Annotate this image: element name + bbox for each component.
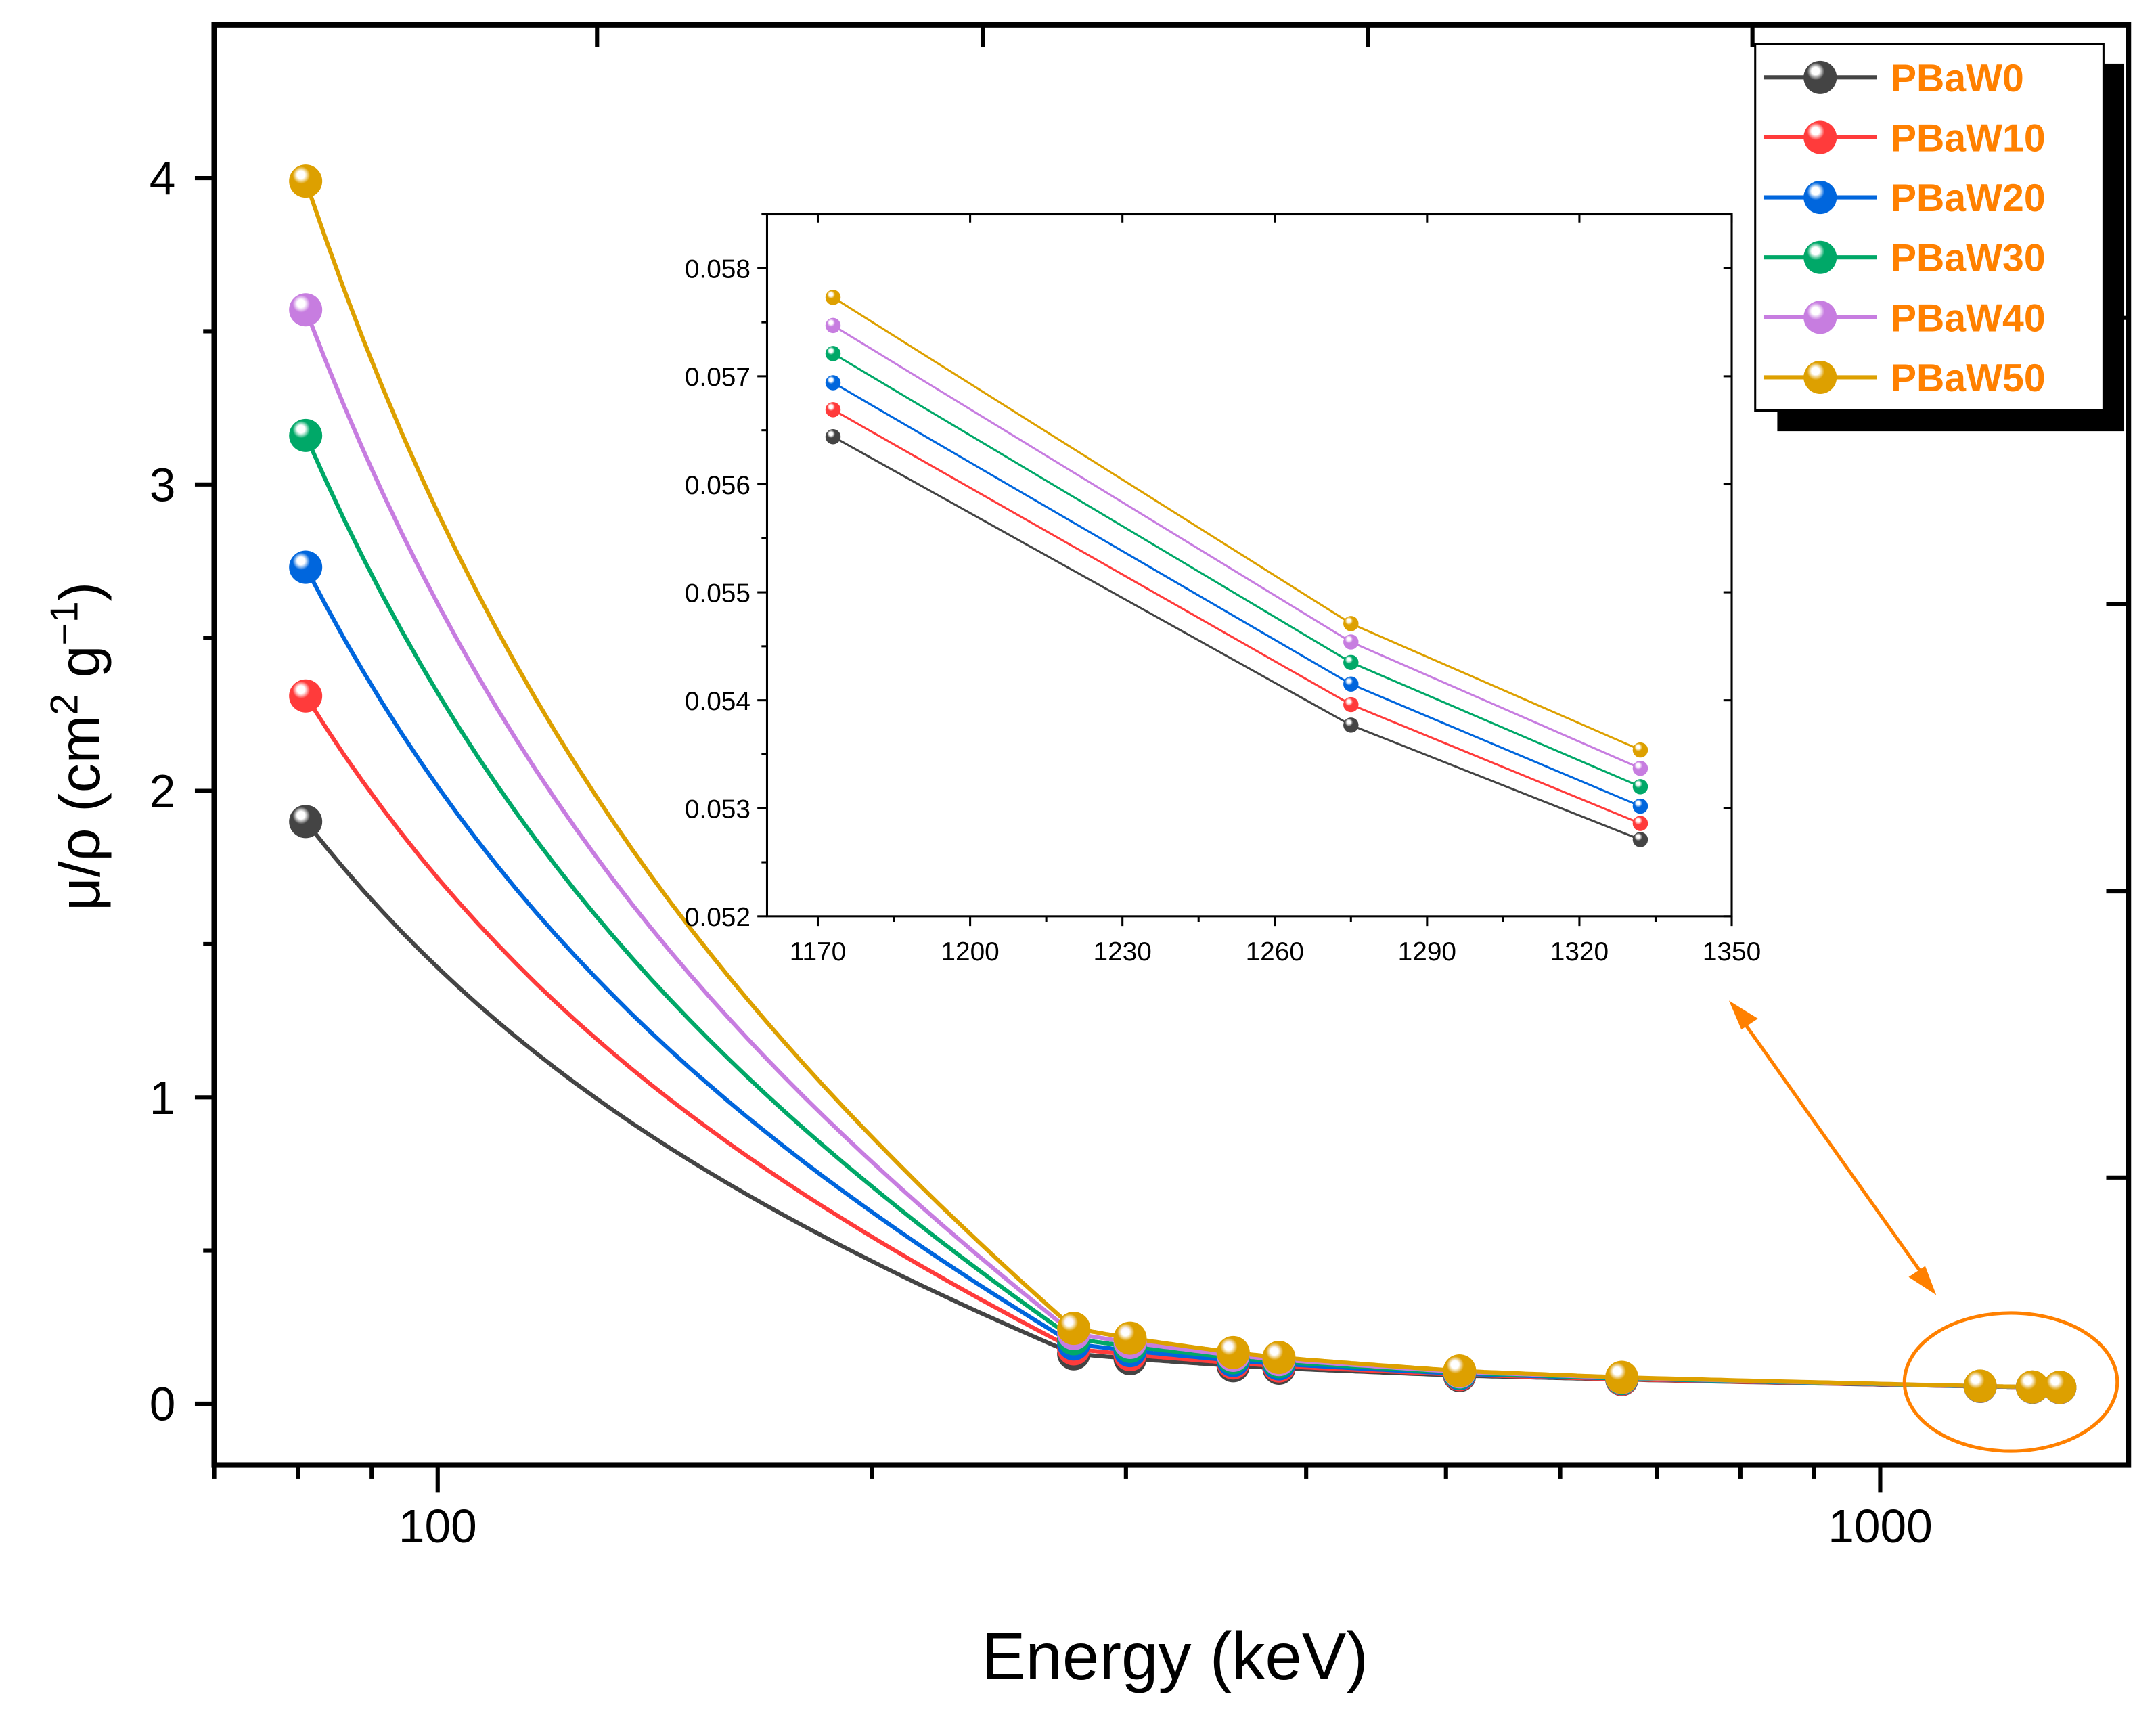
inset-x-tick-label: 1350 xyxy=(1703,937,1761,966)
y-axis-label: μ/ρ (cm2 g−1) xyxy=(43,582,112,911)
inset-point-PBaW50 xyxy=(825,290,841,305)
inset-point-PBaW40 xyxy=(1632,760,1648,776)
y-tick-label: 3 xyxy=(150,458,176,511)
inset-point-PBaW0 xyxy=(1632,832,1648,847)
legend-label-PBaW40: PBaW40 xyxy=(1891,296,2046,340)
inset-point-PBaW30 xyxy=(1343,654,1359,671)
data-point-PBaW20 xyxy=(289,550,323,584)
arrow-head-down xyxy=(1908,1266,1937,1295)
arrow-head-up xyxy=(1728,1000,1758,1030)
data-point-PBaW50 xyxy=(1216,1335,1250,1369)
inset-y-tick-label: 0.052 xyxy=(685,903,750,932)
inset-x-tick-label: 1290 xyxy=(1398,937,1456,966)
legend-marker-PBaW50 xyxy=(1803,360,1837,394)
series-line-PBaW50 xyxy=(303,180,2060,1390)
inset-y-tick-label: 0.054 xyxy=(685,687,750,716)
inset-point-PBaW50 xyxy=(1632,742,1648,758)
data-point-PBaW50 xyxy=(1057,1312,1091,1346)
data-point-PBaW50 xyxy=(2015,1370,2049,1404)
y-tick-label: 0 xyxy=(150,1377,176,1430)
inset-point-PBaW0 xyxy=(825,429,841,445)
data-point-PBaW50 xyxy=(289,164,323,198)
inset-point-PBaW20 xyxy=(1343,676,1359,692)
y-tick-label: 1 xyxy=(150,1071,176,1124)
x-axis-label: Energy (keV) xyxy=(981,1619,1368,1693)
inset-x-tick-label: 1200 xyxy=(941,937,999,966)
data-point-PBaW50 xyxy=(1262,1341,1296,1375)
legend-marker-PBaW20 xyxy=(1803,181,1837,215)
inset-plot: 1170 1200 1230 1260 1290 1320 1350 0.052 0.053 0.… xyxy=(685,213,1761,966)
inset-point-PBaW10 xyxy=(1343,696,1359,713)
legend: PBaW0 PBaW10 PBaW20 PBaW30 PBaW40 PBaW50 xyxy=(1754,43,2125,432)
data-point-PBaW50 xyxy=(1113,1321,1147,1355)
legend-marker-PBaW40 xyxy=(1803,301,1837,334)
inset-point-PBaW20 xyxy=(1632,798,1648,814)
legend-label-PBaW50: PBaW50 xyxy=(1891,357,2046,400)
data-point-PBaW0 xyxy=(289,805,323,839)
x-tick-label: 1000 xyxy=(1828,1500,1932,1553)
legend-label-PBaW30: PBaW30 xyxy=(1891,237,2046,280)
legend-box xyxy=(1754,43,2105,412)
inset-x-tick-label: 1320 xyxy=(1550,937,1609,966)
inset-y-tick-label: 0.056 xyxy=(685,471,750,500)
data-point-PBaW50 xyxy=(2043,1371,2077,1404)
inset-x-tick-label: 1230 xyxy=(1094,937,1152,966)
inset-point-PBaW0 xyxy=(1343,717,1359,733)
inset-point-PBaW30 xyxy=(825,346,841,361)
inset-frame xyxy=(765,213,1733,918)
inset-y-tick-label: 0.058 xyxy=(685,255,750,284)
inset-point-PBaW10 xyxy=(1632,816,1648,831)
inset-point-PBaW50 xyxy=(1343,616,1359,631)
legend-label-PBaW0: PBaW0 xyxy=(1891,57,2024,100)
inset-point-PBaW10 xyxy=(825,402,841,418)
main-axes: 0 1 2 3 4 100 1000 xyxy=(150,22,2132,1553)
data-point-PBaW50 xyxy=(1605,1360,1639,1394)
y-tick-label: 2 xyxy=(150,765,176,818)
zoom-annotation xyxy=(1728,1000,2119,1453)
legend-marker-PBaW10 xyxy=(1803,120,1837,154)
inset-y-tick-label: 0.057 xyxy=(685,363,750,392)
plot-frame xyxy=(211,22,2132,1468)
inset-y-tick-label: 0.053 xyxy=(685,795,750,824)
y-tick-label: 4 xyxy=(150,152,176,205)
data-point-PBaW50 xyxy=(1443,1354,1477,1388)
inset-point-PBaW40 xyxy=(1343,634,1359,650)
data-point-PBaW10 xyxy=(289,679,323,713)
legend-marker-PBaW0 xyxy=(1803,60,1837,94)
highlight-ellipse xyxy=(1902,1311,2119,1453)
inset-point-PBaW30 xyxy=(1632,779,1648,795)
data-point-PBaW50 xyxy=(1963,1369,1997,1403)
main-plot xyxy=(289,164,2077,1404)
legend-label-PBaW10: PBaW10 xyxy=(1891,116,2046,160)
inset-y-tick-label: 0.055 xyxy=(685,579,750,608)
legend-label-PBaW20: PBaW20 xyxy=(1891,177,2046,220)
data-point-PBaW30 xyxy=(289,418,323,452)
inset-x-tick-label: 1170 xyxy=(790,937,846,966)
double-arrow-line xyxy=(1743,1021,1924,1276)
legend-marker-PBaW30 xyxy=(1803,240,1837,274)
x-tick-label: 100 xyxy=(399,1500,477,1553)
inset-point-PBaW40 xyxy=(825,317,841,334)
data-point-PBaW40 xyxy=(289,293,323,327)
inset-x-tick-label: 1260 xyxy=(1246,937,1304,966)
inset-point-PBaW20 xyxy=(825,375,841,391)
